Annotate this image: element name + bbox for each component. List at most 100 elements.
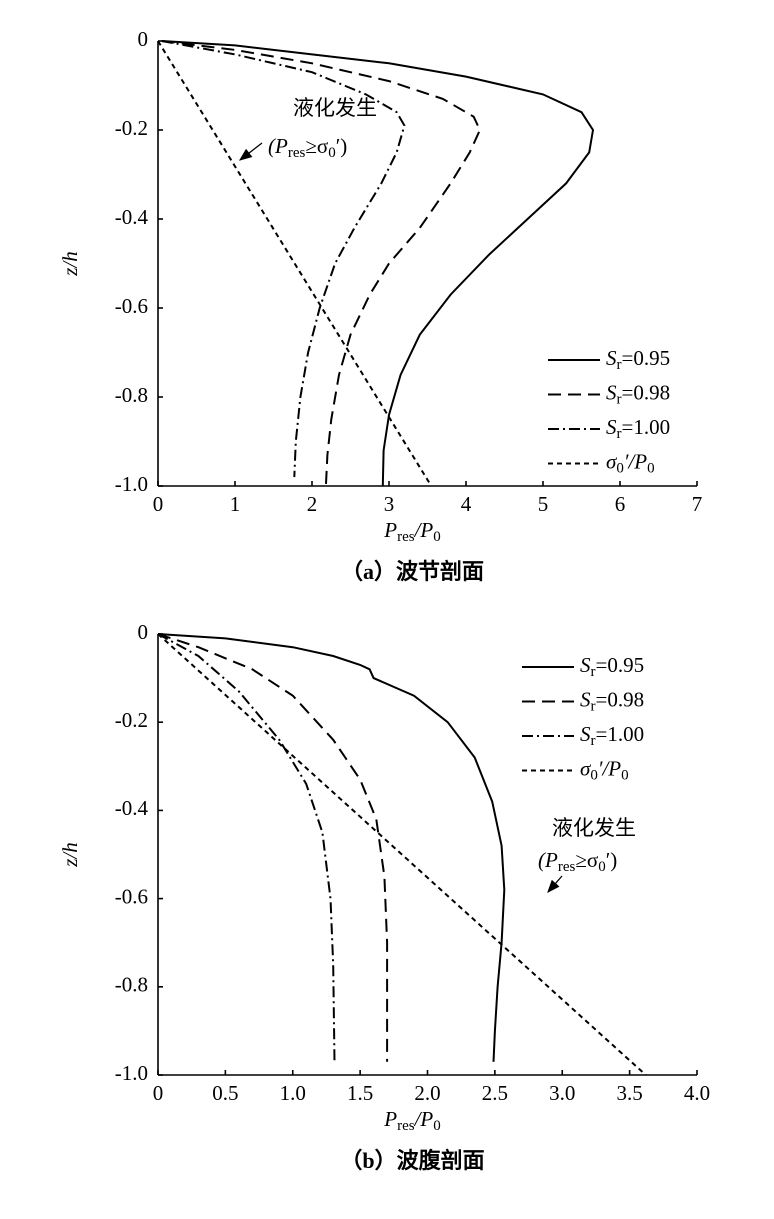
y-tick-label: 0	[138, 27, 149, 51]
legend-label: Sr=0.98	[606, 380, 670, 408]
label-part: r	[617, 392, 622, 408]
y-tick-label: -0.6	[115, 884, 148, 908]
x-tick-label: 4	[461, 492, 472, 516]
label-part: =0.98	[596, 687, 645, 711]
label-part: 0	[433, 529, 441, 545]
x-tick-label: 1	[230, 492, 241, 516]
x-tick-label: 1.5	[347, 1081, 373, 1105]
x-tick-label: 6	[615, 492, 626, 516]
label-part: P	[383, 1107, 397, 1131]
label-part: res	[558, 859, 576, 875]
legend-label: Sr=0.95	[580, 653, 644, 681]
x-tick-label: 2.0	[414, 1081, 440, 1105]
label-part: S	[580, 687, 591, 711]
y-tick-label: -1.0	[115, 472, 148, 496]
label-part: ′/P	[598, 756, 621, 780]
legend-label: Sr=0.95	[606, 346, 670, 374]
label-part: res	[397, 1118, 415, 1134]
label-part: =0.95	[596, 653, 645, 677]
y-tick-label: -0.2	[115, 116, 148, 140]
legend-label: σ0′/P0	[606, 449, 655, 477]
label-part: 0	[616, 461, 624, 477]
label-part: res	[288, 145, 306, 161]
annotation-note: (Pres≥σ0′)	[268, 134, 347, 162]
label-part: r	[617, 426, 622, 442]
y-tick-label: -0.8	[115, 973, 148, 997]
label-part: P	[383, 518, 397, 542]
x-tick-label: 3.0	[549, 1081, 575, 1105]
label-part: /P	[414, 1107, 434, 1131]
data-line	[157, 633, 506, 1062]
y-axis-label: z/h	[58, 842, 82, 868]
label-part: ≥σ	[305, 134, 328, 158]
label-part: r	[617, 357, 622, 373]
y-tick-label: -0.6	[115, 294, 148, 318]
label-part: /P	[414, 518, 434, 542]
data-line	[157, 633, 389, 1062]
label-part: ′/P	[624, 449, 647, 473]
legend-label: Sr=0.98	[580, 687, 644, 715]
label-part: =1.00	[622, 415, 671, 439]
x-tick-label: 3.5	[617, 1081, 643, 1105]
label-part: S	[606, 346, 617, 370]
label-part: r	[591, 699, 596, 715]
label-part: r	[591, 733, 596, 749]
x-tick-label: 5	[538, 492, 549, 516]
data-line	[161, 40, 595, 487]
x-tick-label: 2.5	[482, 1081, 508, 1105]
label-part: ′)	[336, 134, 348, 158]
data-line	[161, 40, 406, 478]
data-line	[157, 633, 647, 1076]
label-part: ≥σ	[575, 848, 598, 872]
data-line	[157, 633, 336, 1062]
label-part: S	[606, 380, 617, 404]
label-part: 0	[647, 461, 655, 477]
annotation-arrow	[547, 875, 563, 893]
legend-label: Sr=1.00	[580, 722, 644, 750]
label-part: S	[580, 722, 591, 746]
label-part: (P	[538, 848, 558, 872]
x-tick-label: 4.0	[684, 1081, 710, 1105]
y-tick-label: -1.0	[115, 1061, 148, 1085]
label-part: r	[591, 664, 596, 680]
caption: （b）波腹剖面	[340, 1148, 484, 1173]
x-tick-label: 1.0	[280, 1081, 306, 1105]
label-part: 0	[590, 768, 598, 784]
x-tick-label: 0	[153, 1081, 164, 1105]
x-axis-label: Pres/P0	[383, 1107, 441, 1135]
data-line	[157, 40, 433, 487]
y-tick-label: 0	[138, 620, 149, 644]
annotation-arrow	[238, 142, 263, 161]
label-part: S	[606, 415, 617, 439]
label-part: ′)	[606, 848, 618, 872]
x-tick-label: 0.5	[212, 1081, 238, 1105]
caption: （a）波节剖面	[341, 559, 484, 584]
label-part: 0	[433, 1118, 441, 1134]
legend-label: σ0′/P0	[580, 756, 629, 784]
label-part: 0	[598, 859, 606, 875]
label-part: =0.95	[622, 346, 671, 370]
label-part: S	[580, 653, 591, 677]
x-tick-label: 7	[692, 492, 703, 516]
annotation-text: 液化发生	[293, 96, 377, 120]
x-axis-label: Pres/P0	[383, 518, 441, 546]
legend-label: Sr=1.00	[606, 415, 670, 443]
label-part: 0	[328, 145, 336, 161]
label-part: 0	[621, 768, 629, 784]
annotation-note: (Pres≥σ0′)	[538, 848, 617, 876]
label-part: res	[397, 529, 415, 545]
label-part: (P	[268, 134, 288, 158]
y-tick-label: -0.8	[115, 383, 148, 407]
y-tick-label: -0.4	[115, 796, 149, 820]
data-line	[161, 40, 482, 487]
y-tick-label: -0.2	[115, 708, 148, 732]
x-tick-label: 3	[384, 492, 395, 516]
label-part: σ	[580, 756, 592, 780]
x-tick-label: 0	[153, 492, 164, 516]
x-tick-label: 2	[307, 492, 318, 516]
label-part: =0.98	[622, 380, 671, 404]
y-axis-label: z/h	[58, 251, 82, 277]
y-tick-label: -0.4	[115, 205, 149, 229]
